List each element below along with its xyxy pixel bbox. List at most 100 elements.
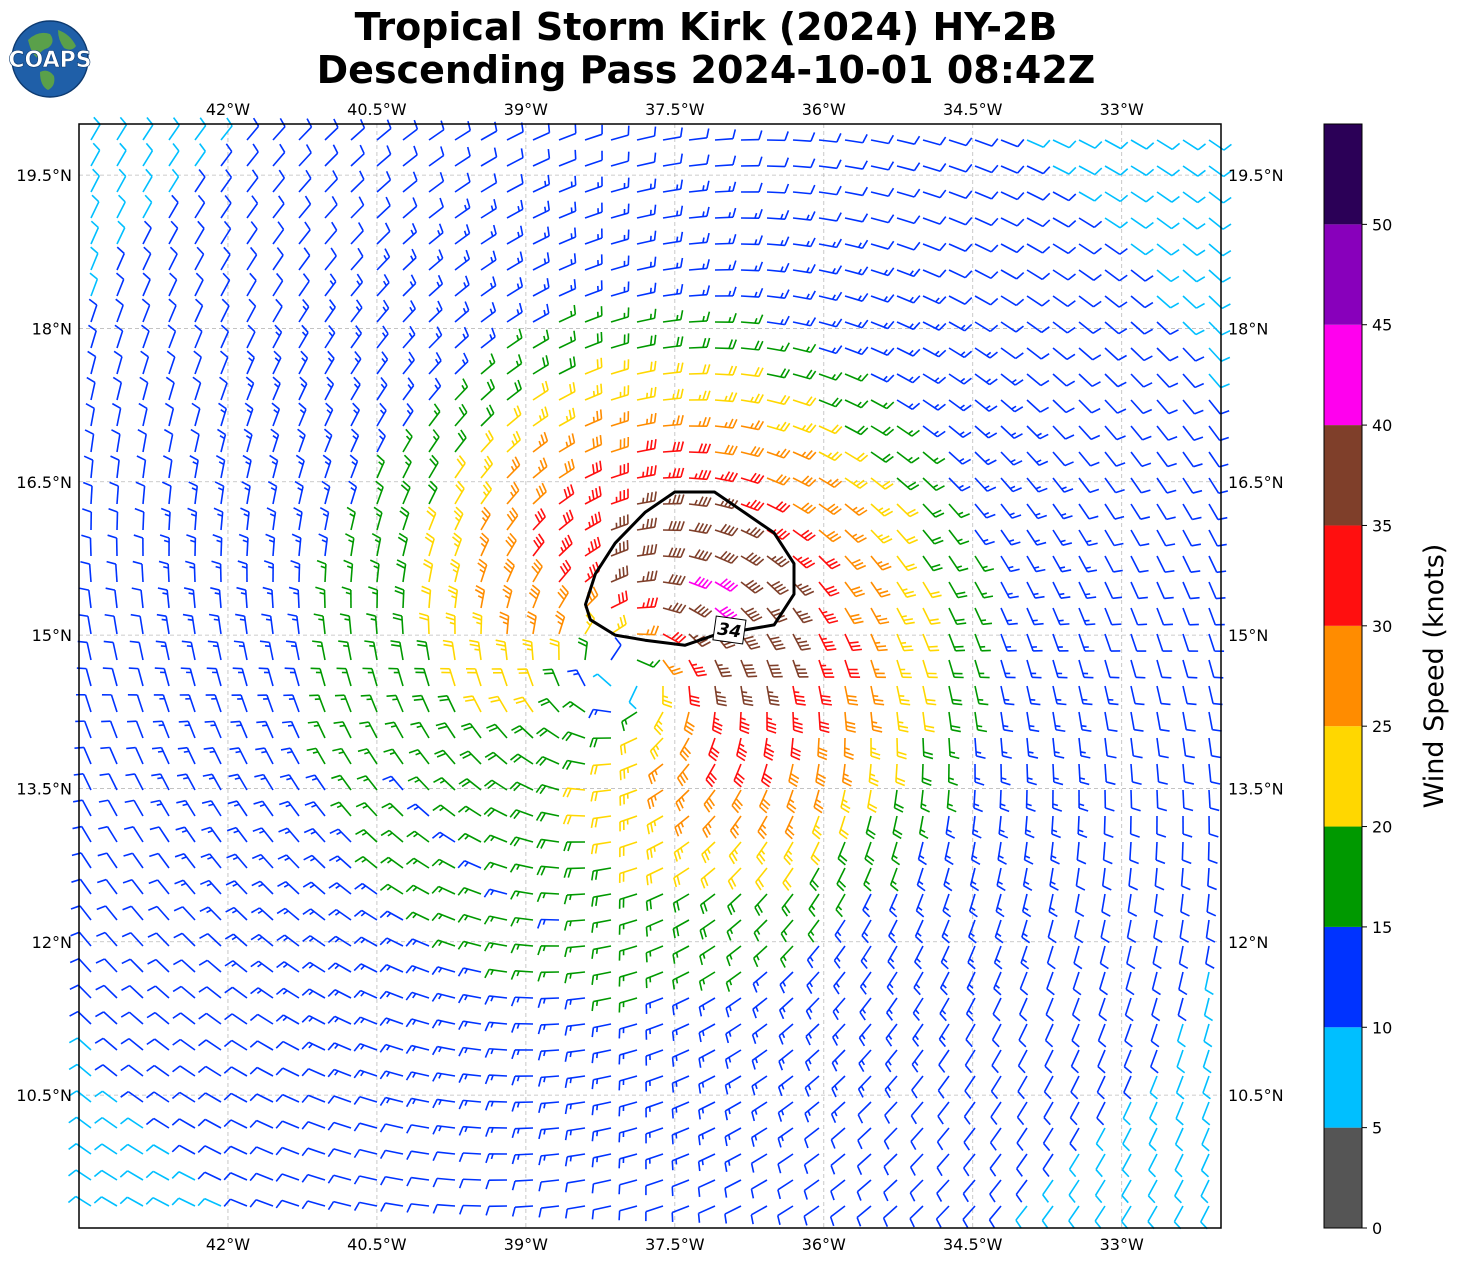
wind-barb (1130, 477, 1151, 494)
wind-barb (140, 350, 150, 375)
wind-barb (688, 469, 712, 481)
wind-barb (532, 457, 548, 479)
wind-barb (1078, 347, 1102, 361)
wind-barb (1026, 425, 1049, 440)
lon-tick-label-top: 37.5°W (645, 100, 705, 119)
wind-barb (1026, 451, 1049, 467)
wind-barb (558, 330, 577, 349)
wind-barb (193, 350, 202, 375)
wind-barb (350, 428, 360, 453)
wind-barb (584, 460, 602, 479)
wind-barb (662, 257, 684, 271)
wind-barb (194, 272, 204, 297)
wind-barb (506, 225, 524, 245)
wind-barb (506, 405, 522, 427)
wind-barb (870, 320, 895, 330)
wind-barb (295, 454, 305, 479)
wind-barb (428, 223, 444, 245)
wind-barb (688, 259, 710, 271)
wind-barb (428, 249, 444, 271)
wind-barb (610, 307, 630, 323)
wind-barb (1000, 451, 1023, 466)
wind-barb (1156, 425, 1178, 441)
wind-barb (1000, 321, 1024, 333)
wind-barb (428, 352, 442, 375)
wind-barb (480, 404, 495, 427)
wind-barb (896, 555, 918, 572)
wind-barb (454, 301, 470, 323)
wind-barb (215, 454, 226, 479)
wind-barb (168, 298, 177, 323)
wind-barb (714, 365, 738, 376)
wind-barb (402, 377, 415, 401)
wind-barb (584, 409, 603, 427)
wind-barb (376, 273, 390, 297)
wind-barb (480, 147, 498, 167)
wind-barb (1078, 503, 1099, 520)
colorbar-tick-label: 0 (1372, 1219, 1382, 1238)
wind-barb (1104, 373, 1127, 388)
wind-barb (1156, 191, 1180, 203)
wind-barb (319, 506, 330, 531)
wind-barb (130, 613, 144, 635)
wind-barb (844, 239, 869, 250)
lat-tick-label-left: 13.5°N (16, 779, 72, 798)
colorbar-bin (1324, 726, 1362, 827)
wind-barb (454, 429, 467, 453)
wind-barb (870, 503, 894, 517)
wind-barb (208, 613, 222, 635)
wind-barb (662, 494, 685, 505)
wind-barb (246, 143, 259, 167)
wind-barb (396, 559, 407, 583)
wind-barb (116, 246, 125, 271)
wind-barb (896, 399, 921, 411)
wind-barb (636, 126, 657, 141)
wind-barb (185, 560, 196, 583)
wind-barb (265, 533, 276, 557)
wind-barb (714, 207, 737, 219)
wind-barb (1182, 399, 1204, 415)
wind-barb (1078, 607, 1096, 626)
wind-barb (636, 360, 657, 375)
wind-barb (610, 437, 630, 453)
wind-barb (870, 425, 895, 437)
wind-barb (792, 396, 817, 407)
wind-barb (922, 451, 946, 465)
wind-barb (242, 454, 252, 479)
wind-barb (90, 194, 100, 219)
wind-barb (896, 607, 915, 625)
wind-barb (1000, 217, 1025, 227)
wind-barb (246, 117, 260, 141)
wind-barb (159, 534, 170, 557)
wind-barb (1026, 555, 1046, 573)
wind-barb (844, 399, 869, 409)
wind-barb (714, 418, 738, 429)
wind-barb (246, 195, 259, 219)
contour-34kt-label: 34 (712, 615, 747, 645)
wind-barb (714, 471, 739, 483)
wind-barb (402, 403, 414, 427)
wind-barb (428, 171, 445, 193)
wind-barb (662, 336, 684, 349)
colorbar-bin (1324, 425, 1362, 526)
wind-barb (506, 302, 523, 323)
wind-barb (211, 560, 222, 583)
wind-barb (662, 602, 687, 614)
coaps-logo: COAPS (8, 20, 92, 98)
wind-barb (214, 481, 225, 505)
wind-barb (1130, 269, 1154, 282)
wind-barb (766, 342, 790, 352)
wind-barb (740, 445, 765, 458)
lon-tick-label-top: 36°W (802, 100, 846, 119)
wind-barb (116, 194, 126, 219)
wind-barb (236, 586, 248, 609)
wind-barb (1104, 243, 1128, 255)
wind-barb (506, 277, 524, 297)
wind-barb (948, 607, 967, 626)
wind-barb (83, 455, 94, 479)
wind-barb (766, 501, 791, 513)
colorbar-bin (1324, 625, 1362, 727)
colorbar-bin (1324, 926, 1362, 1028)
wind-barb (1182, 347, 1205, 362)
title-line-1: Tropical Storm Kirk (2024) HY-2B (355, 5, 1058, 49)
